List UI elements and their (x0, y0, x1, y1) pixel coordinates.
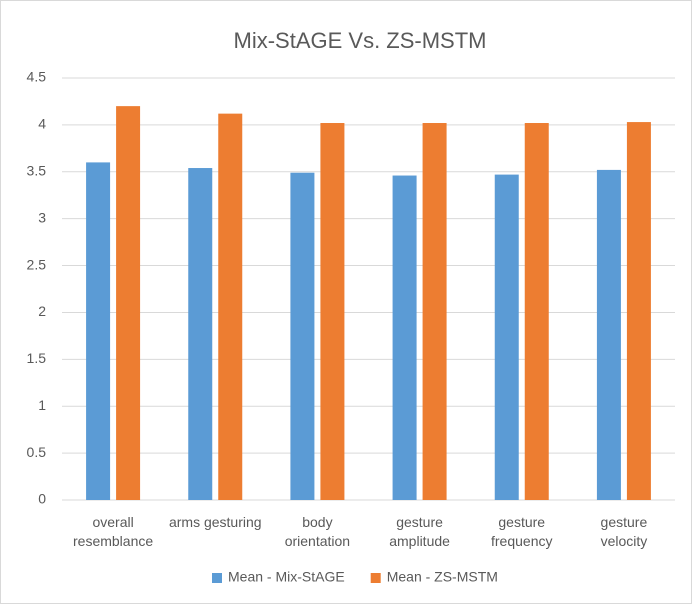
bar (188, 168, 213, 500)
bar (392, 175, 417, 501)
x-tick-label: overall resemblance (73, 514, 154, 549)
y-tick-label: 0 (38, 491, 46, 507)
bar (116, 106, 141, 500)
chart-title: Mix-StAGE Vs. ZS-MSTM (234, 28, 487, 53)
y-tick-label: 3 (38, 209, 46, 225)
bar (218, 113, 243, 500)
x-tick-label: gesture velocity (600, 514, 648, 549)
x-tick-label: arms gesturing (168, 514, 262, 530)
legend-label: Mean - Mix-StAGE (228, 569, 345, 585)
y-tick-label: 2 (38, 303, 46, 319)
y-tick-label: 0.5 (27, 444, 47, 460)
legend-swatch (370, 573, 381, 583)
y-tick-label: 1.5 (27, 350, 47, 366)
legend-label: Mean - ZS-MSTM (387, 569, 498, 585)
y-tick-label: 4.5 (27, 69, 47, 85)
bar (596, 169, 621, 500)
bar (422, 123, 447, 500)
y-tick-label: 4 (38, 116, 46, 132)
x-tick-label: gesture frequency (491, 514, 553, 549)
bar (86, 162, 111, 500)
y-tick-label: 1 (38, 397, 46, 413)
bar (290, 172, 315, 500)
bar (524, 123, 549, 500)
bar (494, 174, 519, 500)
legend-swatch (212, 573, 222, 583)
x-tick-label: gesture amplitude (389, 514, 450, 549)
y-tick-label: 3.5 (27, 162, 47, 178)
bar (626, 122, 651, 500)
bar (320, 123, 345, 500)
y-tick-label: 2.5 (27, 256, 47, 272)
x-tick-label: body orientation (284, 514, 351, 549)
